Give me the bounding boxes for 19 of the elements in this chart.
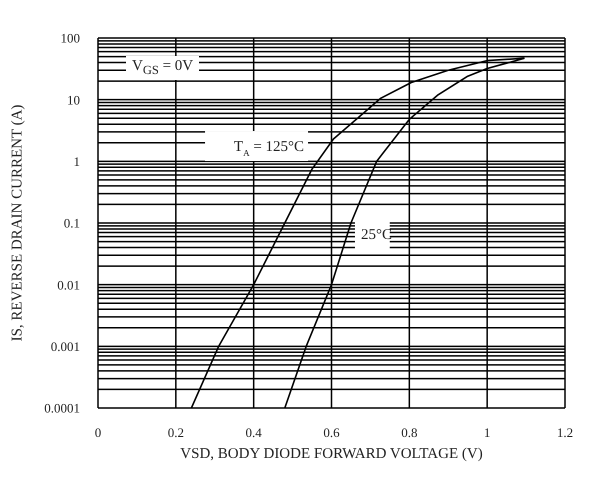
x-tick-label: 0.4 — [246, 425, 262, 440]
y-tick-label: 10 — [67, 92, 80, 108]
x-tick-label: 0.2 — [168, 425, 184, 440]
annotation: V$_{GS}$ = 0V — [126, 56, 200, 80]
x-axis-title: VSD, BODY DIODE FORWARD VOLTAGE (V) — [180, 446, 483, 462]
series-label: 25°C — [360, 227, 392, 243]
y-axis-title: IS, REVERSE DRAIN CURRENT (A) — [9, 104, 26, 342]
y-tick-label: 100 — [60, 30, 80, 46]
series-label: T$_{A}$ = 125°C — [234, 139, 304, 158]
x-tick-label: 0.6 — [323, 425, 340, 440]
y-tick-label: 1 — [74, 154, 80, 169]
x-tick-label: 1 — [484, 425, 490, 440]
y-tick-label: 0.1 — [64, 216, 80, 231]
x-tick-label: 0 — [94, 425, 102, 440]
y-tick-label: 0.01 — [57, 277, 80, 292]
y-tick-label: 0.001 — [50, 338, 80, 354]
x-tick-label: 1.2 — [556, 425, 574, 440]
x-tick-label: 0.8 — [401, 425, 418, 440]
y-tick-label: 0.0001 — [44, 400, 80, 416]
